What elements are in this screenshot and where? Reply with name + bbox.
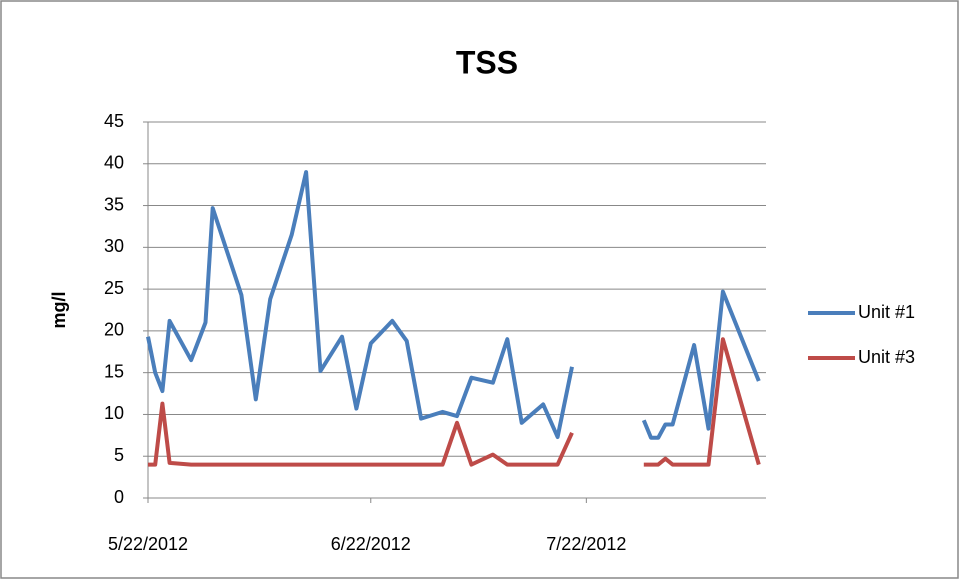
y-tick-label: 40 bbox=[104, 153, 124, 173]
x-tick-label: 5/22/2012 bbox=[108, 534, 188, 554]
series-line bbox=[146, 170, 761, 440]
y-tick-label: 35 bbox=[104, 194, 124, 214]
y-axis-label: mg/l bbox=[49, 291, 69, 328]
y-tick-label: 45 bbox=[104, 111, 124, 131]
x-tick-label: 7/22/2012 bbox=[546, 534, 626, 554]
series-line bbox=[148, 337, 761, 467]
legend-label: Unit #1 bbox=[858, 302, 915, 322]
y-tick-label: 30 bbox=[104, 236, 124, 256]
y-tick-label: 5 bbox=[114, 445, 124, 465]
chart-title: TSS bbox=[456, 44, 518, 80]
y-tick-label: 10 bbox=[104, 403, 124, 423]
y-tick-label: 15 bbox=[104, 361, 124, 381]
x-tick-label: 6/22/2012 bbox=[331, 534, 411, 554]
legend-label: Unit #3 bbox=[858, 347, 915, 367]
y-tick-label: 20 bbox=[104, 320, 124, 340]
y-tick-label: 0 bbox=[114, 487, 124, 507]
y-tick-label: 25 bbox=[104, 278, 124, 298]
